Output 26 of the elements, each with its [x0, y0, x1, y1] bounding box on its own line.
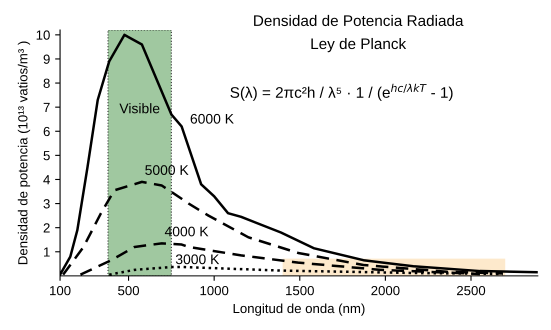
x-axis-title: Longitud de onda (nm): [234, 303, 364, 316]
y-tick-label: 2: [44, 223, 50, 232]
chart-title: Densidad de Potencia Radiada: [254, 14, 464, 26]
series-label: 5000 K: [145, 165, 189, 175]
x-tick-label: 500: [118, 286, 140, 296]
x-tick-label: 1000: [200, 286, 228, 296]
chart-subtitle: Ley de Planck: [311, 38, 406, 52]
band-label: Visible: [119, 103, 160, 114]
series-label: 6000 K: [190, 114, 234, 124]
y-tick-label: 9: [44, 54, 50, 64]
series-label: 4000 K: [164, 226, 208, 236]
y-tick-label: 5: [44, 151, 50, 160]
x-tick-label: 2000: [371, 286, 400, 296]
y-axis-title: Densidad de potencia (10¹³ vatios/m³ ): [18, 42, 30, 264]
y-tick-label: 3: [44, 199, 50, 208]
x-tick-label: 100: [50, 286, 71, 296]
y-tick-label: 8: [44, 78, 50, 88]
annotation: S(λ) = 2πc²h / λ⁵ · 1 / (e$^{hc/λkT}$ - 1): [230, 84, 453, 101]
y-tick-label: 4: [43, 175, 50, 184]
x-tick-label: 2500: [456, 286, 486, 296]
y-tick-label: 1: [44, 247, 50, 257]
y-tick-label: 7: [44, 102, 50, 112]
x-tick-label: 1500: [286, 286, 314, 296]
series-label: 3000 K: [176, 254, 220, 264]
y-tick-label: 6: [44, 126, 50, 136]
y-tick-label: 10: [36, 30, 50, 40]
